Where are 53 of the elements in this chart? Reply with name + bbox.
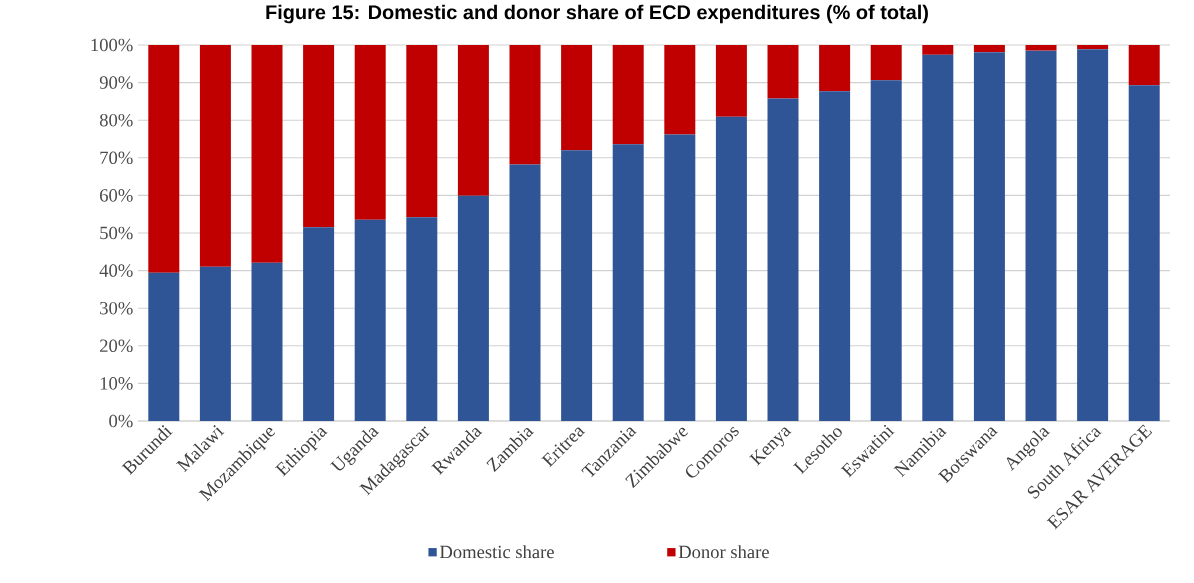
y-tick-label: 50% — [100, 226, 133, 240]
y-tick-label: 90% — [99, 76, 133, 89]
bar — [457, 44, 489, 196]
bar — [406, 44, 438, 218]
bar — [354, 219, 386, 421]
y-tick-label: 40% — [99, 264, 133, 277]
bar — [1128, 85, 1160, 421]
bar — [1077, 44, 1109, 50]
y-tick-label: 100% — [91, 38, 133, 52]
bar — [561, 44, 593, 151]
bar — [1077, 49, 1109, 421]
bar — [612, 44, 644, 145]
bar — [199, 44, 231, 267]
bar — [664, 44, 696, 135]
y-tick-label: 70% — [100, 151, 133, 165]
bar — [251, 262, 283, 421]
bar — [819, 91, 851, 421]
y-tick-label: 20% — [100, 339, 133, 353]
bar — [406, 217, 438, 421]
bar — [561, 150, 593, 421]
bar — [870, 44, 902, 81]
bar — [354, 44, 386, 220]
bar — [457, 195, 489, 421]
bar — [251, 44, 283, 263]
bar — [303, 44, 335, 228]
legend-label: Domestic share — [439, 545, 554, 559]
bar — [303, 227, 335, 421]
bar — [715, 44, 747, 117]
chart-title: Figure 15: Domestic and donor share of ECD expenditures (% of total) — [266, 4, 928, 24]
bar — [922, 54, 954, 421]
bar — [922, 44, 954, 55]
bar — [819, 44, 851, 92]
bar — [767, 98, 799, 421]
bar — [509, 164, 541, 421]
bar — [1025, 50, 1057, 421]
bar — [973, 44, 1005, 53]
bar — [973, 52, 1005, 421]
bar — [612, 144, 644, 421]
bar — [715, 116, 747, 421]
y-tick-label: 10% — [100, 377, 133, 390]
bar — [199, 266, 231, 421]
bar — [148, 44, 180, 273]
bar — [1025, 44, 1057, 51]
bar — [767, 44, 799, 99]
y-tick-label: 30% — [100, 301, 133, 315]
bar — [664, 134, 696, 421]
bar — [870, 80, 902, 421]
bar — [509, 44, 541, 165]
bar — [1128, 44, 1160, 86]
y-tick-label: 60% — [100, 189, 133, 202]
legend-label: Donor share — [678, 545, 769, 559]
y-tick-label: 80% — [99, 113, 133, 127]
bar — [148, 272, 180, 421]
